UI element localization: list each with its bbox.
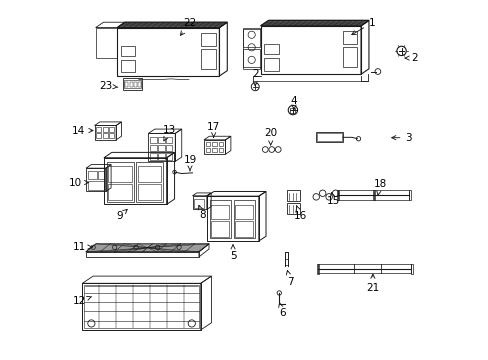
Bar <box>158 136 164 143</box>
Bar <box>343 31 357 44</box>
Bar <box>96 133 101 138</box>
Bar <box>233 201 255 238</box>
Bar <box>109 127 114 132</box>
Text: 4: 4 <box>290 96 297 109</box>
Bar <box>201 33 215 45</box>
Bar <box>212 148 216 152</box>
Bar <box>125 82 128 87</box>
Bar <box>108 184 131 200</box>
Bar <box>98 171 104 179</box>
Text: 1: 1 <box>351 18 375 35</box>
Bar <box>134 82 137 87</box>
Bar <box>165 153 172 159</box>
Bar <box>109 133 114 138</box>
Bar <box>343 47 357 67</box>
Text: 7: 7 <box>286 270 293 287</box>
Bar <box>218 148 223 152</box>
Text: 11: 11 <box>73 242 92 252</box>
Text: 10: 10 <box>68 177 88 188</box>
Bar <box>209 201 231 238</box>
Bar <box>96 127 101 132</box>
Bar <box>121 45 135 56</box>
Bar <box>218 142 223 146</box>
Bar <box>408 190 410 200</box>
Bar <box>137 166 161 182</box>
Bar <box>336 190 339 200</box>
Bar <box>129 82 132 87</box>
Bar <box>205 142 210 146</box>
Bar <box>88 171 97 179</box>
Bar <box>243 49 260 69</box>
Text: 21: 21 <box>366 274 379 293</box>
Bar <box>410 264 412 274</box>
Bar <box>316 132 343 142</box>
Text: 2: 2 <box>404 53 417 63</box>
Text: 14: 14 <box>72 126 93 135</box>
Bar <box>124 80 141 88</box>
Text: 2: 2 <box>251 69 258 86</box>
Text: 18: 18 <box>373 179 386 195</box>
Text: 19: 19 <box>183 155 196 171</box>
Bar <box>138 82 141 87</box>
Text: 9: 9 <box>117 210 127 221</box>
Text: 17: 17 <box>206 122 220 138</box>
Bar <box>211 221 228 237</box>
Bar <box>150 136 156 143</box>
Bar <box>372 190 374 200</box>
Bar <box>211 205 228 219</box>
Bar <box>136 162 163 202</box>
Bar <box>106 162 133 202</box>
Bar <box>165 145 172 151</box>
Text: 16: 16 <box>293 206 306 221</box>
Bar <box>108 166 131 182</box>
Bar <box>286 203 300 214</box>
Bar <box>205 148 210 152</box>
Text: 22: 22 <box>180 18 196 35</box>
Text: 8: 8 <box>198 205 205 220</box>
Bar <box>264 58 278 71</box>
Bar <box>212 142 216 146</box>
Bar <box>150 145 156 151</box>
Bar <box>317 134 341 141</box>
Bar <box>158 153 164 159</box>
Text: 6: 6 <box>278 303 285 318</box>
Bar <box>150 153 156 159</box>
Bar <box>286 190 300 201</box>
Bar <box>102 133 107 138</box>
Bar <box>88 181 104 190</box>
Text: 23: 23 <box>99 81 118 91</box>
Bar <box>317 264 319 274</box>
Bar <box>201 49 215 69</box>
Text: 13: 13 <box>163 125 176 141</box>
Bar <box>243 28 260 47</box>
Bar <box>165 136 172 143</box>
Text: 20: 20 <box>264 129 277 145</box>
Bar <box>83 285 199 328</box>
Bar <box>158 145 164 151</box>
Bar <box>235 221 253 237</box>
Bar <box>264 44 278 54</box>
Bar <box>235 205 253 219</box>
Bar <box>121 60 135 72</box>
Text: 5: 5 <box>229 245 236 261</box>
Bar <box>102 127 107 132</box>
Text: 3: 3 <box>391 133 411 143</box>
Text: 12: 12 <box>73 296 91 306</box>
Bar <box>137 184 161 200</box>
Text: 15: 15 <box>326 192 339 206</box>
Bar <box>194 199 204 208</box>
Bar <box>290 108 295 113</box>
Bar <box>122 78 142 90</box>
